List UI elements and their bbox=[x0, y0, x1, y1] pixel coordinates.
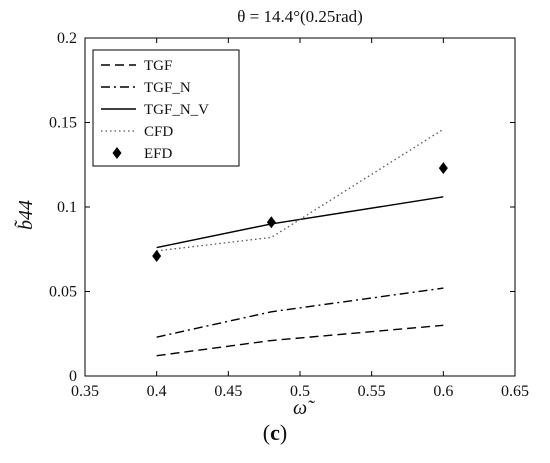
x-tick-label: 0.4 bbox=[147, 383, 167, 400]
x-tick-label: 0.5 bbox=[290, 383, 310, 400]
legend: TGF TGF_N TGF_N_V CFD EFD bbox=[92, 49, 240, 167]
legend-label-tgf-n-v: TGF_N_V bbox=[144, 102, 209, 118]
legend-box bbox=[92, 49, 240, 167]
tgf-line bbox=[156, 324, 444, 357]
series-layer bbox=[152, 128, 448, 357]
x-tick-label: 0.35 bbox=[71, 383, 99, 400]
x-tick-label: 0.65 bbox=[501, 383, 529, 400]
x-tick-label: 0.6 bbox=[433, 383, 453, 400]
legend-label-cfd: CFD bbox=[144, 124, 173, 140]
efd-point bbox=[266, 216, 276, 229]
figure-caption: (c) bbox=[0, 420, 550, 446]
y-tick-label: 0.05 bbox=[49, 284, 77, 301]
y-tick-label: 0.1 bbox=[57, 199, 77, 216]
chart-title: θ = 14.4°(0.25rad) bbox=[237, 7, 363, 26]
efd-point bbox=[152, 250, 162, 263]
x-tick-label: 0.55 bbox=[358, 383, 386, 400]
x-tick-label: 0.45 bbox=[214, 383, 242, 400]
y-tick-label: 0.2 bbox=[57, 30, 77, 47]
efd-point bbox=[438, 162, 448, 175]
legend-label-tgf: TGF bbox=[144, 58, 172, 74]
caption-letter: c bbox=[270, 420, 280, 445]
caption-open: ( bbox=[262, 420, 271, 445]
y-tick-label: 0 bbox=[69, 368, 77, 385]
legend-marker-efd bbox=[112, 147, 122, 159]
caption-close: ) bbox=[279, 420, 288, 445]
x-axis-label: ω̃ bbox=[293, 397, 315, 419]
legend-label-tgf-n: TGF_N bbox=[144, 80, 191, 96]
tgf-n-line bbox=[156, 287, 444, 338]
axis-ticks: 0.35 0.4 0.45 0.5 0.55 0.6 0.65 0 0.05 0.1 0.15 0.2 bbox=[49, 30, 529, 400]
y-tick-label: 0.15 bbox=[49, 115, 77, 132]
y-axis-label: b̃44 bbox=[13, 200, 37, 230]
legend-label-efd: EFD bbox=[144, 146, 173, 162]
chart: θ = 14.4°(0.25rad) 0.35 0.4 0.45 0.5 0.55 0.6… bbox=[13, 7, 529, 419]
